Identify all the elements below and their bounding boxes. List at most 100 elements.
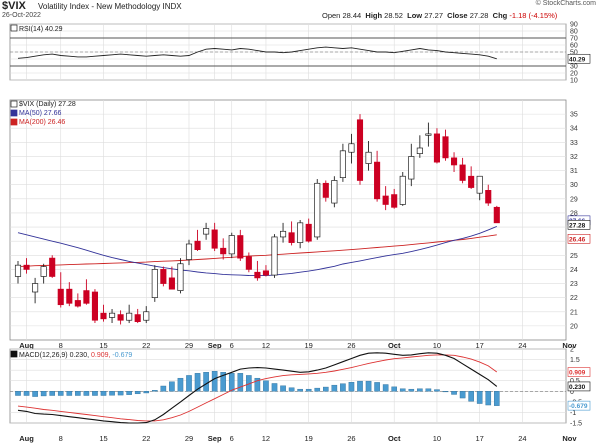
- macd-histogram-bar: [425, 388, 432, 392]
- candle-body: [23, 264, 30, 270]
- x-tick-label: Sep: [208, 434, 222, 443]
- macd-line: [17, 352, 498, 424]
- x-tick-label: 10: [433, 434, 441, 443]
- candle-body: [331, 180, 338, 204]
- macd-histogram-bar: [348, 381, 355, 392]
- candle: [160, 266, 167, 287]
- candle-body: [237, 235, 244, 259]
- candle-body: [177, 263, 184, 291]
- candle-body: [254, 271, 261, 279]
- high-label: High: [365, 11, 383, 20]
- macd-histogram-bar: [15, 391, 21, 396]
- macd-hist-tag-box: [567, 400, 591, 411]
- price-legend-label: $VIX (Daily) 27.28: [19, 101, 76, 108]
- macd-histogram-bar: [57, 391, 64, 396]
- candle-body: [322, 182, 329, 198]
- candle: [185, 239, 193, 266]
- candle: [194, 229, 201, 252]
- candle: [374, 150, 381, 202]
- candle-body: [493, 206, 500, 224]
- macd-histogram-bar: [66, 391, 73, 396]
- macd-histogram-bar: [263, 380, 269, 392]
- x-tick-label: 12: [262, 434, 270, 443]
- stockcharts-credit: © StockCharts.com: [535, 0, 596, 7]
- candle: [339, 143, 346, 182]
- macd-histogram-bar: [237, 373, 244, 392]
- chg-value: -1.18 (-4.15%): [509, 11, 558, 20]
- rsi-legend-swatch: [10, 24, 18, 32]
- candle-body: [280, 230, 287, 238]
- candle-body: [314, 182, 321, 238]
- y-tick-label: 23: [570, 281, 578, 288]
- candle: [476, 175, 483, 201]
- candle: [40, 263, 47, 284]
- macd-histogram-bar: [169, 381, 175, 392]
- macd-histogram-bar: [374, 382, 380, 392]
- candle: [382, 186, 389, 211]
- candle: [74, 293, 81, 308]
- macd-histogram-bar: [143, 391, 150, 394]
- candle-body: [185, 243, 193, 260]
- macd-histogram-legend-value: -0.679: [112, 352, 132, 359]
- macd-histogram-bar: [434, 389, 440, 392]
- x-tick-label: 17: [476, 341, 484, 350]
- candle: [416, 135, 423, 158]
- macd-histogram-bar: [408, 388, 415, 392]
- candle: [408, 143, 415, 187]
- candle-body: [14, 264, 22, 277]
- x-tick-label: 26: [347, 341, 355, 350]
- price-legend-swatch: [10, 100, 18, 108]
- x-tick-label: Nov: [562, 341, 577, 350]
- candle: [245, 252, 252, 273]
- low-label: Low: [407, 11, 423, 20]
- candle-body: [382, 195, 389, 205]
- x-tick-label: 24: [518, 434, 526, 443]
- candle: [220, 238, 227, 260]
- y-tick-label: 2: [570, 347, 574, 354]
- candle: [254, 260, 261, 281]
- macd-histogram-bar: [459, 391, 466, 399]
- candle-body: [203, 228, 210, 235]
- macd-histogram-bar: [211, 371, 218, 392]
- candle-body: [74, 300, 81, 307]
- y-tick-label: 22: [570, 295, 578, 302]
- macd-histogram-bar: [340, 383, 346, 392]
- candle-body: [160, 269, 167, 284]
- macd-histogram-bar: [92, 391, 98, 396]
- candle: [211, 222, 218, 252]
- y-tick-label: 28: [570, 210, 578, 217]
- ma200-line: [17, 234, 497, 268]
- rsi-legend-label: RSI(14) 40.29: [19, 26, 63, 33]
- candle-body: [220, 247, 227, 255]
- macd-histogram-bar: [186, 375, 192, 392]
- rsi-value-tag-box: [567, 53, 591, 64]
- symbol-description: Volatility Index - New Methodology INDX: [38, 2, 182, 11]
- y-tick-label: -1.5: [570, 421, 582, 428]
- candle-body: [391, 194, 398, 208]
- candle: [433, 128, 441, 164]
- candle-body: [451, 157, 458, 166]
- candle-body: [66, 288, 73, 304]
- candle-body: [57, 288, 64, 306]
- macd-histogram-bar: [288, 387, 295, 392]
- candle-body: [374, 161, 381, 200]
- macd-histogram-bar: [280, 385, 286, 392]
- price-legend-label: MA(200) 26.46: [19, 119, 65, 126]
- ma200-value-tag-box: [567, 234, 591, 244]
- macd-histogram-bar: [160, 385, 167, 392]
- close-value: 27.28: [469, 11, 489, 20]
- macd-histogram-bar: [134, 391, 141, 395]
- candle-body: [194, 240, 201, 250]
- candle-body: [40, 266, 47, 277]
- candle: [331, 176, 338, 208]
- candle-body: [126, 312, 133, 321]
- macd-hist-tag: -0.679: [569, 403, 588, 410]
- macd-signal-line: [17, 354, 498, 422]
- candle: [459, 157, 466, 184]
- candle: [117, 310, 124, 325]
- candle-body: [416, 147, 423, 154]
- x-tick-label: Sep: [208, 341, 222, 350]
- x-tick-label: 24: [518, 341, 526, 350]
- x-tick-label: 15: [99, 341, 107, 350]
- y-tick-label: 33: [570, 140, 578, 147]
